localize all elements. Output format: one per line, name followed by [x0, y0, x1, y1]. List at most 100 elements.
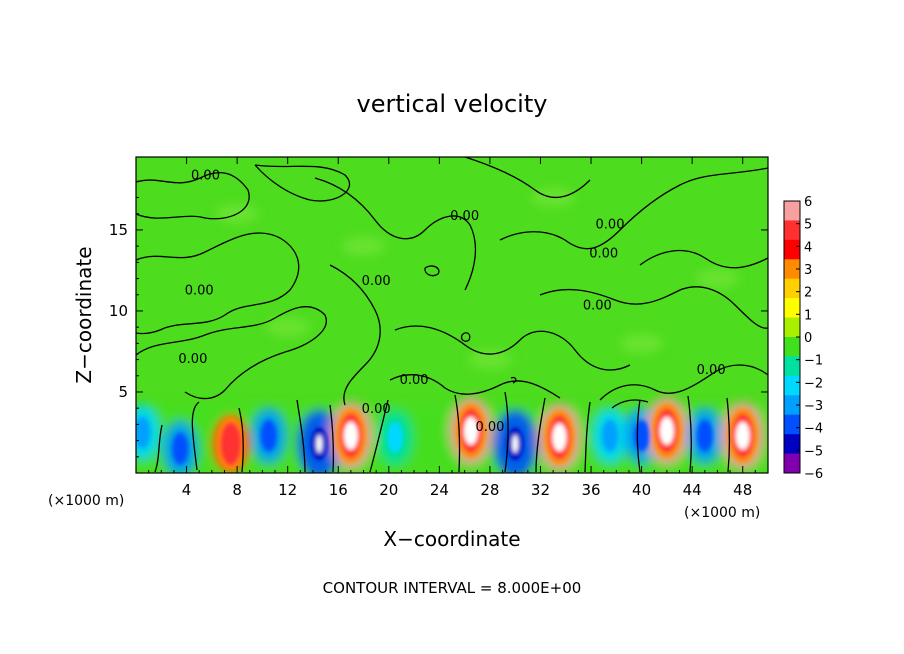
- colorbar-swatch: [784, 375, 800, 396]
- x-tick-label: 4: [182, 481, 192, 499]
- velocity-cell-core: [343, 421, 358, 450]
- colorbar-tick-label: 4: [804, 240, 812, 255]
- field-patch: [695, 268, 740, 289]
- colorbar-tick-label: −5: [804, 444, 823, 459]
- contour-line: [464, 157, 591, 199]
- velocity-cell-core: [172, 432, 189, 465]
- y-axis-label: Z−coordinate: [72, 246, 96, 383]
- y-tick-label: 15: [109, 221, 128, 239]
- contour-line: [460, 332, 471, 342]
- field-patch: [341, 236, 386, 257]
- colorbar-tick-label: −6: [804, 467, 823, 482]
- x-tick-label: 8: [232, 481, 242, 499]
- contour-line: [535, 397, 546, 473]
- colorbar-swatch: [784, 453, 800, 474]
- contour-line: [510, 376, 517, 384]
- y-axis-unit: (×1000 m): [48, 493, 124, 509]
- contour-label: 0.00: [185, 284, 214, 299]
- contour-label: 0.00: [697, 363, 726, 378]
- velocity-cell-core: [260, 419, 277, 452]
- colorbar-tick-label: 2: [804, 286, 812, 301]
- contour-line: [136, 172, 250, 220]
- velocity-cell-core: [463, 416, 478, 445]
- contour-line: [636, 399, 641, 473]
- velocity-cell-core: [696, 419, 713, 452]
- contour-line: [329, 404, 335, 473]
- contour-label: 0.00: [362, 274, 391, 289]
- contour-line: [611, 399, 649, 409]
- velocity-cell-core: [387, 421, 404, 454]
- y-tick-label: 5: [118, 383, 128, 401]
- y-axis-ticks: 5 10 15: [109, 180, 768, 458]
- colorbar-swatch: [784, 337, 800, 357]
- contour-lines: [136, 157, 768, 473]
- colorbar-swatch: [784, 434, 800, 455]
- velocity-cell-core: [735, 421, 750, 450]
- x-axis-ticks: 4 8 12 16 20 24 28 32 36 40 44 48: [148, 157, 756, 499]
- contour-line: [154, 424, 163, 473]
- contour-labels: 0.00 0.00 0.00 0.00 0.00 0.00 0.00 0.00 0.00 0.00…: [178, 169, 725, 435]
- colorbar-swatch: [784, 239, 800, 260]
- colorbar-swatch: [784, 317, 800, 338]
- x-tick-label: 44: [683, 481, 702, 499]
- velocity-cell-core: [602, 419, 618, 452]
- contour-line: [296, 399, 306, 473]
- x-axis-label: X−coordinate: [383, 527, 520, 551]
- velocity-cell-core: [316, 434, 323, 453]
- contour-line: [454, 394, 461, 473]
- velocity-cell-ring: [219, 421, 242, 466]
- velocity-cell-core: [659, 416, 674, 445]
- plot-area: 0.00 0.00 0.00 0.00 0.00 0.00 0.00 0.00 0.00 0.00…: [136, 157, 768, 473]
- velocity-cell-core: [552, 423, 567, 452]
- field-patch: [467, 349, 512, 370]
- colorbar-tick-label: −2: [804, 376, 823, 391]
- contour-line: [254, 164, 351, 202]
- contour-label: 0.00: [596, 217, 625, 232]
- contour-line: [539, 286, 768, 329]
- contour-line: [191, 401, 200, 471]
- velocity-cores: [136, 403, 758, 471]
- contour-line: [136, 306, 327, 400]
- field-patch: [619, 333, 664, 354]
- x-tick-label: 36: [581, 481, 600, 499]
- x-axis-unit: (×1000 m): [684, 505, 760, 521]
- contour-line: [369, 399, 389, 473]
- contour-line: [639, 249, 768, 269]
- contour-label: 0.00: [475, 420, 504, 435]
- contour-line: [499, 167, 768, 250]
- contour-line: [389, 374, 561, 399]
- contour-line: [329, 264, 381, 406]
- x-tick-label: 24: [430, 481, 449, 499]
- colorbar-tick-label: 1: [804, 308, 812, 323]
- colorbar-tick-label: −3: [804, 399, 823, 414]
- contour-line: [136, 232, 300, 335]
- x-tick-label: 28: [480, 481, 499, 499]
- contour-line: [584, 401, 591, 473]
- contour-line: [726, 397, 731, 473]
- contour-label: 0.00: [362, 402, 391, 417]
- colorbar-tick-label: 5: [804, 218, 812, 233]
- colorbar: 6 5 4 3 2 1 0 −1 −2 −3 −4 −5 −6: [783, 195, 823, 482]
- x-tick-label: 48: [733, 481, 752, 499]
- contour-line: [599, 364, 768, 401]
- x-tick-label: 40: [632, 481, 651, 499]
- contour-label: 0.00: [450, 209, 479, 224]
- velocity-cell-core: [136, 416, 151, 449]
- contour-line: [687, 395, 692, 473]
- x-tick-label: 12: [278, 481, 297, 499]
- colorbar-tick-label: −1: [804, 354, 823, 369]
- y-tick-label: 10: [109, 302, 128, 320]
- colorbar-swatch: [784, 414, 800, 435]
- contour-line: [314, 177, 477, 291]
- colorbar-swatch: [784, 356, 800, 377]
- colorbar-swatch: [784, 220, 800, 241]
- contour-line: [504, 391, 509, 473]
- contour-interval-note: CONTOUR INTERVAL = 8.000E+00: [323, 579, 582, 597]
- colorbar-swatch: [784, 259, 800, 280]
- x-tick-label: 32: [531, 481, 550, 499]
- colorbar-tick-label: −4: [804, 422, 823, 437]
- colorbar-tick-label: 0: [804, 331, 812, 346]
- contour-line: [424, 265, 440, 277]
- colorbar-swatch: [784, 201, 800, 221]
